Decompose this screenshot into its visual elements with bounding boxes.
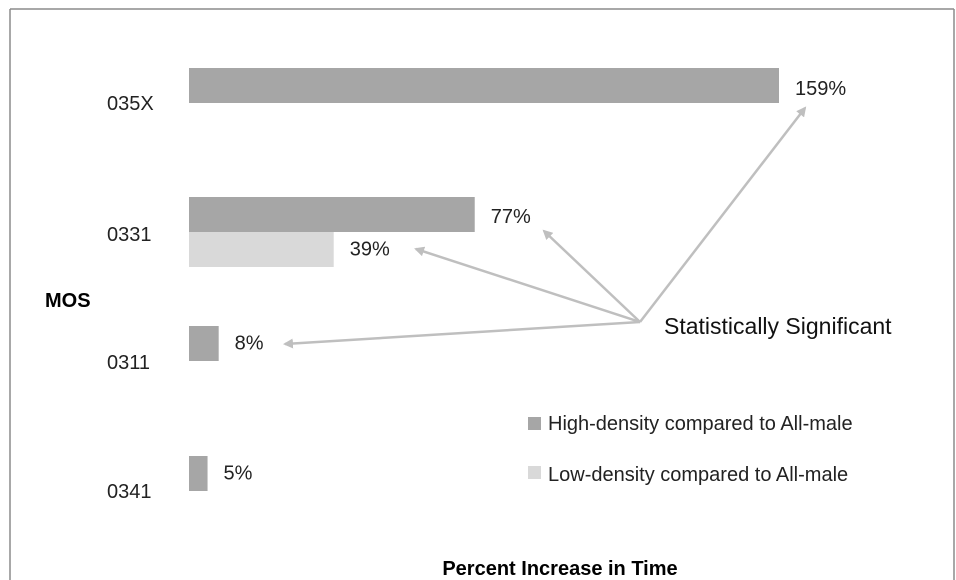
data-label-77pct: 77% — [491, 206, 531, 228]
annotation-arrow-8pct — [283, 320, 641, 349]
legend: High-density compared to All-male Low-de… — [528, 413, 853, 486]
bar-high-density-0311 — [189, 326, 219, 361]
legend-label-low-density: Low-density compared to All-male — [548, 464, 848, 486]
bar-high-density-0341 — [189, 456, 208, 491]
category-label-0331: 0331 — [107, 224, 152, 246]
annotation-arrows — [283, 106, 807, 349]
data-label-5pct: 5% — [224, 463, 253, 485]
category-labels-group: 035X 0331 0311 0341 — [107, 93, 154, 503]
data-label-39pct: 39% — [350, 239, 390, 261]
legend-swatch-high-density — [528, 417, 541, 430]
bar-high-density-035x — [189, 68, 779, 103]
bars-group — [189, 68, 779, 491]
bar-low-density-0331 — [189, 232, 334, 267]
data-label-159pct: 159% — [795, 78, 846, 100]
data-label-8pct: 8% — [235, 333, 264, 355]
bar-high-density-0331 — [189, 197, 475, 232]
data-labels-group: 159% 77% 39% 8% 5% — [224, 78, 847, 485]
category-label-035x: 035X — [107, 93, 154, 115]
annotation-arrow-77pct — [542, 229, 641, 323]
category-label-0341: 0341 — [107, 481, 152, 503]
annotation-text: Statistically Significant — [664, 313, 892, 339]
category-label-0311: 0311 — [107, 352, 150, 374]
annotation-arrow-39pct — [414, 246, 641, 324]
x-axis-title: Percent Increase in Time — [442, 558, 677, 580]
legend-swatch-low-density — [528, 466, 541, 479]
y-axis-title: MOS — [45, 290, 91, 312]
annotation-arrow-159pct — [639, 106, 807, 323]
legend-label-high-density: High-density compared to All-male — [548, 413, 853, 435]
